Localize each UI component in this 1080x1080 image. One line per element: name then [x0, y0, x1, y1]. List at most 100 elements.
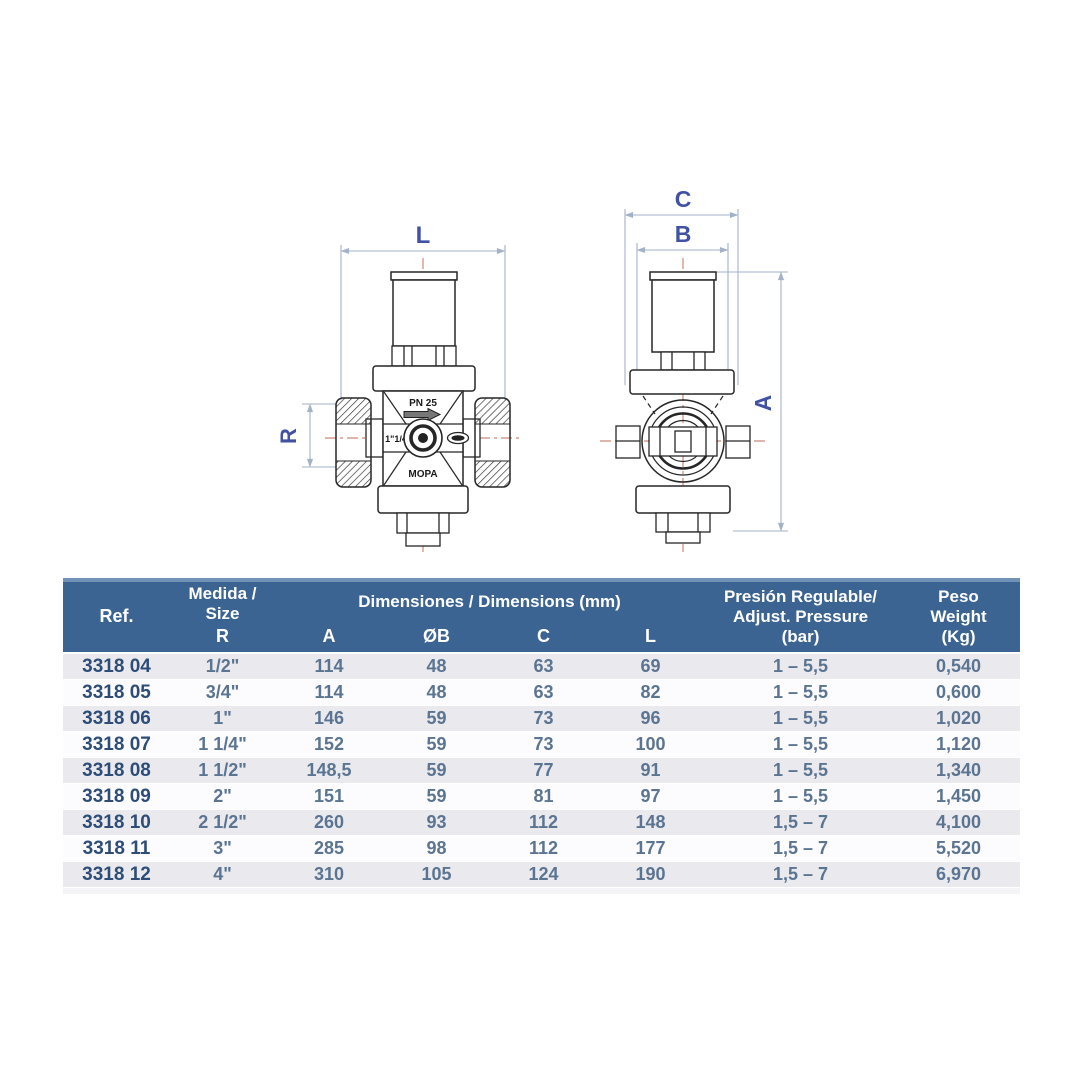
- cell-c: 77: [533, 760, 554, 780]
- spec-table: Ref. Medida / Size R Dimensiones / Dimen…: [63, 578, 1020, 894]
- cell-ref: 3318 05: [82, 681, 151, 703]
- bottom-flange-side: [635, 485, 731, 514]
- cell-weight: 1,340: [935, 760, 982, 780]
- header-weight: Peso Weight (Kg): [897, 582, 1020, 652]
- dimension-B: [636, 243, 729, 385]
- header-pressure-line2: Adjust. Pressure: [732, 606, 869, 626]
- cell-a: 148,5: [306, 760, 352, 780]
- table-row: 3318 06 1" 146 59 73 96 1 – 5,5 1,020: [63, 706, 1020, 732]
- brand-logo-oval-icon: [446, 431, 470, 445]
- cell-pressure: 1,5 – 7: [772, 812, 829, 832]
- body-marking-size: 1"1/4: [385, 434, 407, 444]
- cell-ref: 3318 08: [82, 759, 151, 781]
- cell-pressure: 1 – 5,5: [772, 760, 829, 780]
- cell-ref: 3318 12: [82, 863, 151, 885]
- cell-size: 3": [213, 838, 232, 858]
- body-marking-pn: PN 25: [409, 398, 437, 409]
- cell-weight: 0,600: [935, 682, 982, 702]
- union-nut-bar-side: [648, 426, 718, 457]
- header-size-sub-r: R: [170, 622, 275, 652]
- dim-label-R: R: [276, 428, 301, 444]
- header-dimensions-label: Dimensiones / Dimensions (mm): [358, 591, 621, 611]
- cell-weight: 1,450: [935, 786, 982, 806]
- port-boss-left: [615, 425, 641, 459]
- valve-technical-drawing: L R: [276, 186, 788, 552]
- table-body: 3318 04 1/2" 114 48 63 69 1 – 5,5 0,540 …: [63, 654, 1020, 888]
- cell-weight: 6,970: [935, 864, 982, 884]
- cell-ref: 3318 09: [82, 785, 151, 807]
- cell-ob: 48: [426, 656, 447, 676]
- header-sub-c: C: [490, 622, 597, 652]
- header-dimensions-group: Dimensiones / Dimensions (mm): [275, 582, 704, 622]
- cell-size: 1 1/4": [198, 734, 247, 754]
- dimension-C: [624, 209, 739, 385]
- cell-c: 73: [533, 734, 554, 754]
- dimension-R: [302, 403, 336, 468]
- cell-size: 4": [213, 864, 232, 884]
- bonnet-flange-side: [629, 369, 735, 395]
- header-weight-line3: (Kg): [941, 627, 976, 647]
- cell-size: 1/2": [205, 656, 240, 676]
- header-pressure-line3: (bar): [781, 627, 820, 647]
- cell-l: 148: [635, 812, 666, 832]
- cell-l: 100: [635, 734, 666, 754]
- adjustment-screw-front: [403, 418, 443, 458]
- cell-size: 1": [213, 708, 232, 728]
- cell-ref: 3318 11: [82, 837, 151, 859]
- table-row: 3318 12 4" 310 105 124 190 1,5 – 7 6,970: [63, 862, 1020, 888]
- cell-size: 1 1/2": [198, 760, 247, 780]
- table-row: 3318 04 1/2" 114 48 63 69 1 – 5,5 0,540: [63, 654, 1020, 680]
- cell-size: 2": [213, 786, 232, 806]
- cell-a: 285: [313, 838, 345, 858]
- cell-a: 146: [313, 708, 345, 728]
- cap-hex-front: [391, 345, 457, 367]
- header-weight-line1: Peso: [938, 586, 979, 606]
- cell-c: 73: [533, 708, 554, 728]
- table-row: 3318 07 1 1/4" 152 59 73 100 1 – 5,5 1,1…: [63, 732, 1020, 758]
- cell-c: 81: [533, 786, 554, 806]
- cell-pressure: 1,5 – 7: [772, 838, 829, 858]
- cell-pressure: 1 – 5,5: [772, 786, 829, 806]
- cell-pressure: 1 – 5,5: [772, 682, 829, 702]
- header-sub-l: L: [597, 622, 704, 652]
- cell-pressure: 1 – 5,5: [772, 656, 829, 676]
- cell-c: 63: [533, 682, 554, 702]
- cell-ref: 3318 06: [82, 707, 151, 729]
- cell-weight: 1,020: [935, 708, 982, 728]
- header-sub-ob-label: ØB: [423, 626, 450, 647]
- cell-a: 310: [313, 864, 345, 884]
- table-row: 3318 10 2 1/2" 260 93 112 148 1,5 – 7 4,…: [63, 810, 1020, 836]
- cell-l: 91: [640, 760, 661, 780]
- cell-ob: 98: [426, 838, 447, 858]
- header-sub-a: A: [275, 622, 383, 652]
- cell-ob: 59: [426, 708, 447, 728]
- dim-label-L: L: [416, 222, 431, 249]
- cell-l: 190: [635, 864, 666, 884]
- cell-ob: 59: [426, 786, 447, 806]
- hex-nut-left: [335, 397, 372, 488]
- header-sub-ob: ØB: [383, 622, 490, 652]
- header-size-sub-label: R: [216, 626, 229, 647]
- flange-body-joint-lines: [642, 395, 724, 415]
- cell-ob: 93: [426, 812, 447, 832]
- cell-ob: 105: [421, 864, 452, 884]
- header-weight-line2: Weight: [930, 606, 987, 626]
- header-sub-a-label: A: [322, 626, 336, 647]
- cell-ob: 59: [426, 734, 447, 754]
- header-size: Medida / Size: [170, 582, 275, 623]
- table-row: 3318 09 2" 151 59 81 97 1 – 5,5 1,450: [63, 784, 1020, 810]
- cell-size: 3/4": [205, 682, 240, 702]
- cell-ref: 3318 04: [82, 655, 151, 677]
- bottom-plug-front: [396, 512, 450, 547]
- header-size-line2: Size: [205, 604, 240, 623]
- hex-nut-right: [474, 397, 511, 488]
- cell-a: 152: [313, 734, 345, 754]
- body-marking-bottom: MOPA: [408, 469, 437, 480]
- dimension-A: [716, 271, 788, 532]
- header-pressure-line1: Presión Regulable/: [723, 586, 878, 606]
- cell-weight: 1,120: [935, 734, 982, 754]
- cell-a: 260: [313, 812, 345, 832]
- cell-l: 69: [640, 656, 661, 676]
- cap-hex-side: [660, 351, 706, 371]
